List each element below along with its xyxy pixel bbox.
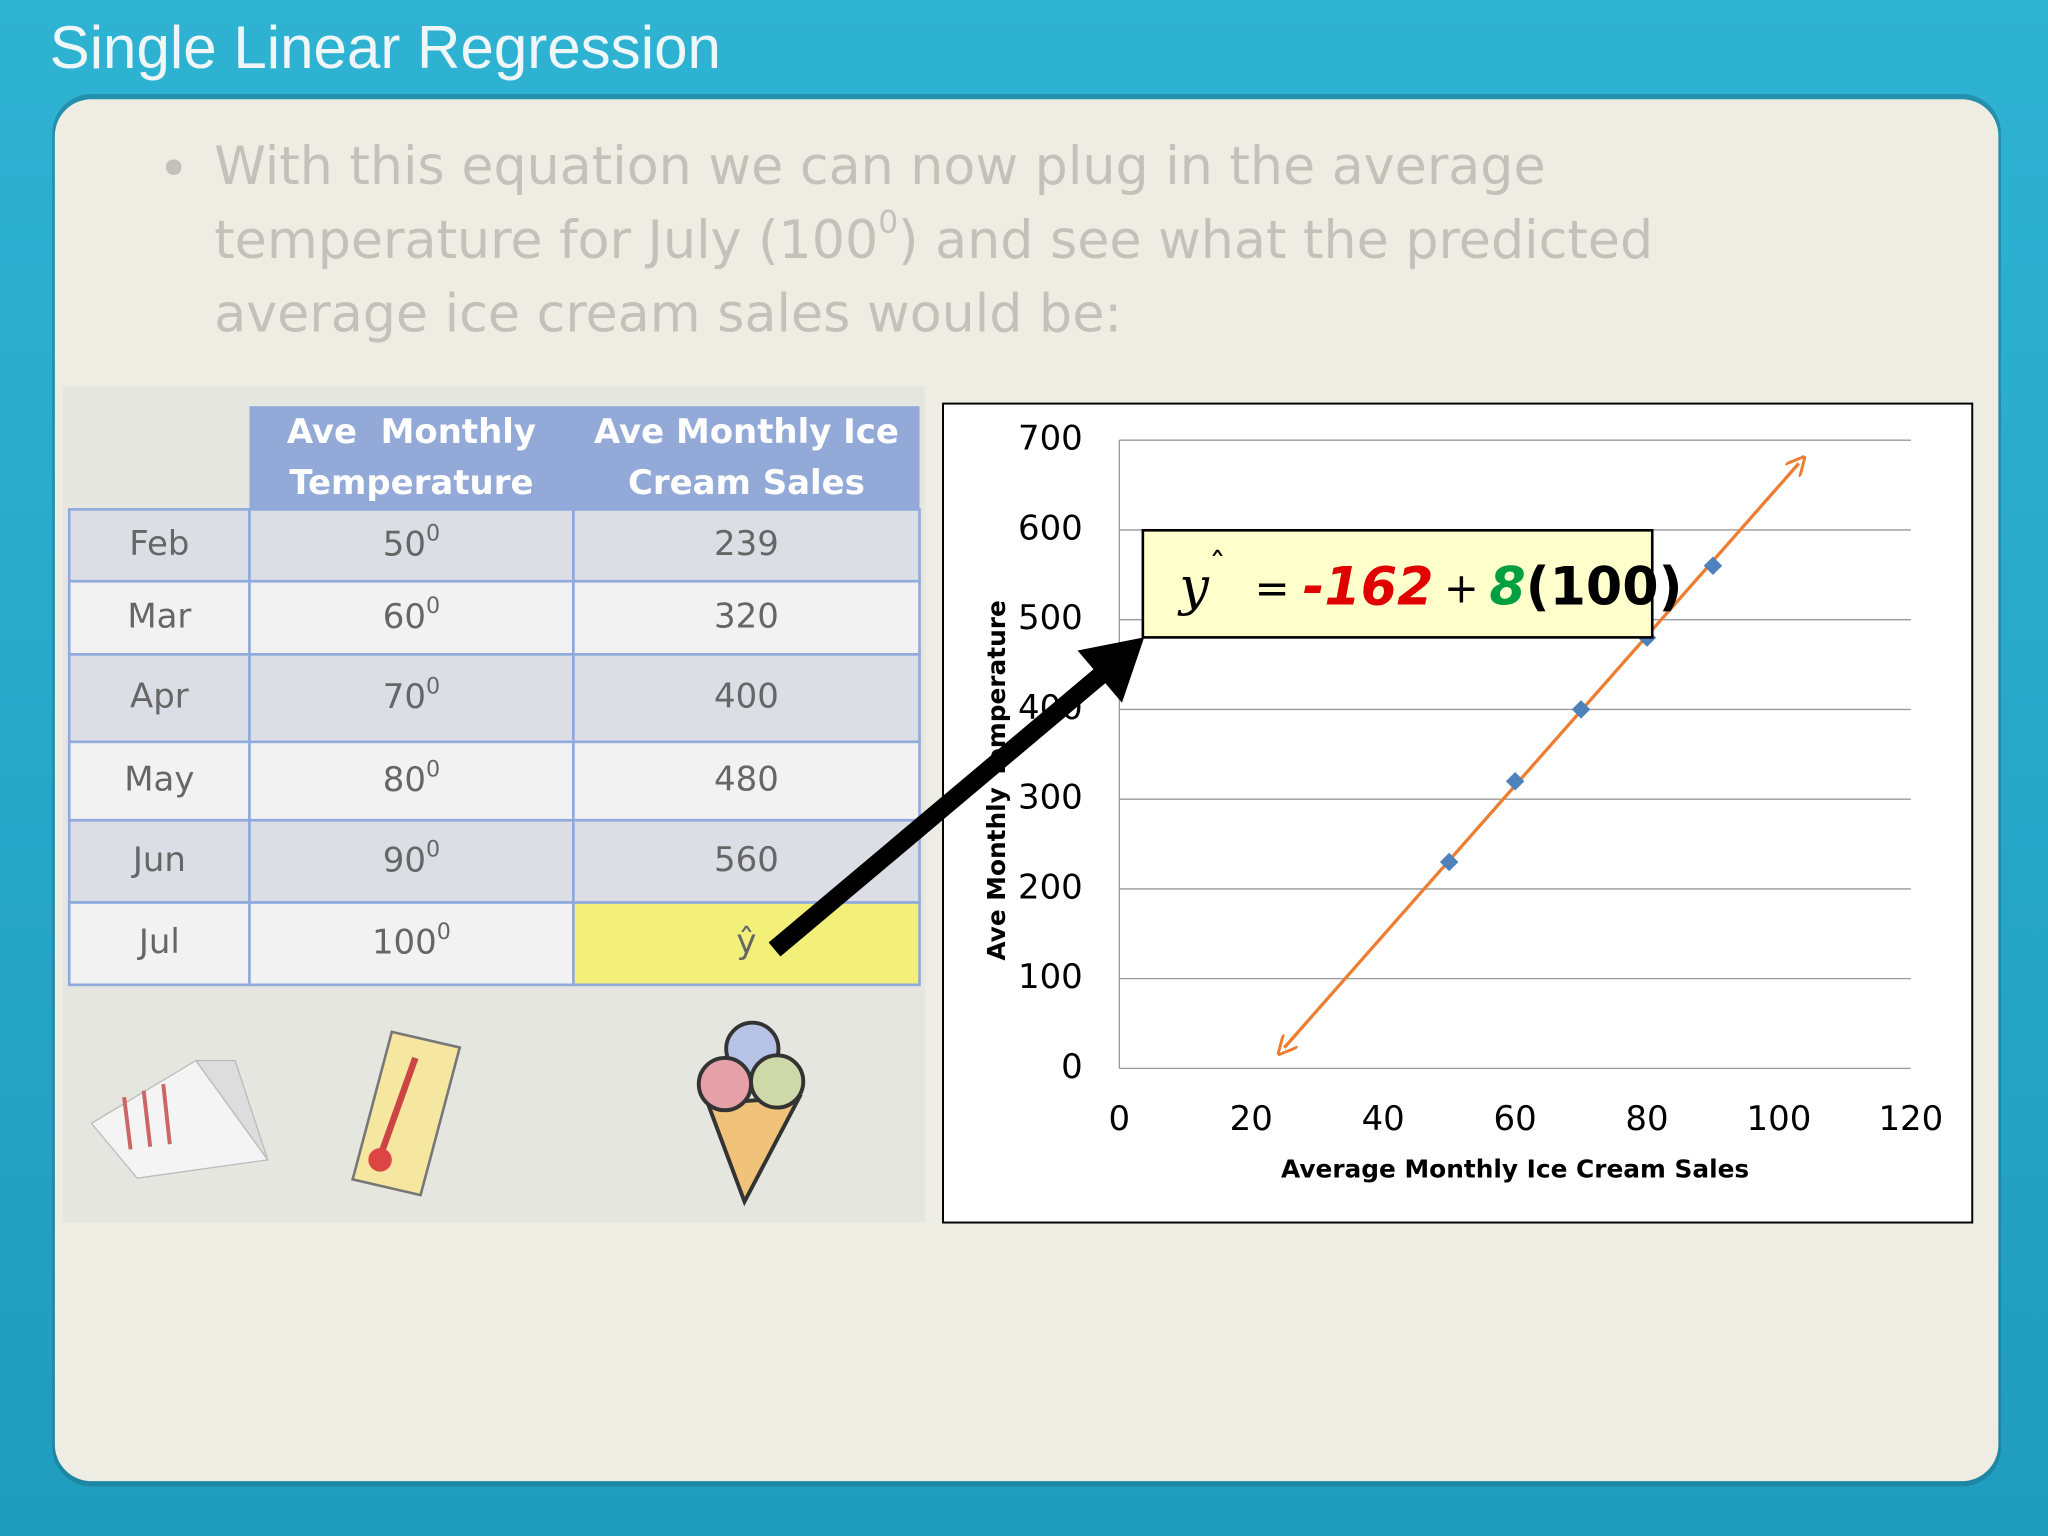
y-symbol: y — [1177, 557, 1210, 617]
point — [1505, 771, 1525, 791]
temperature: 800 — [383, 756, 440, 800]
month: Apr — [130, 677, 189, 717]
equation-frame — [1141, 528, 1654, 639]
y-tick-label: 200 — [1018, 867, 1083, 907]
cell — [67, 579, 251, 656]
point — [1703, 556, 1723, 576]
sales: 480 — [714, 760, 779, 800]
equals: = — [1255, 563, 1290, 612]
y-tick-label: 0 — [1061, 1047, 1083, 1087]
x-tick-label: 40 — [1362, 1099, 1405, 1139]
chart-frame — [942, 402, 1974, 1224]
temp-value: 60 — [383, 596, 426, 636]
month: Mar — [127, 596, 191, 636]
temperature: 600 — [383, 593, 440, 637]
month: Jun — [131, 840, 186, 880]
y-tick-label: 500 — [1018, 598, 1083, 638]
header-text: Ave Monthly — [287, 412, 536, 452]
bullet: With this equation we can now plug in th… — [165, 137, 1653, 344]
bullet-line: With this equation we can now plug in th… — [214, 137, 1545, 197]
intercept: -162 — [1303, 557, 1434, 617]
cell — [67, 508, 251, 583]
y-tick-label: 100 — [1018, 957, 1083, 997]
temp-value: 80 — [383, 760, 426, 800]
text: temperature for July (100 — [214, 211, 878, 271]
cell — [67, 653, 251, 744]
header-text: Temperature — [289, 463, 533, 503]
cell — [572, 901, 921, 987]
y-tick-label: 700 — [1018, 419, 1083, 459]
temperature: 900 — [383, 836, 440, 880]
y-tick-label: 600 — [1018, 508, 1083, 548]
plus: + — [1444, 563, 1479, 612]
cell — [67, 740, 251, 822]
title: Single Linear Regression — [50, 14, 721, 81]
sales: 239 — [714, 524, 779, 564]
month: Jul — [137, 922, 180, 962]
x-tick-label: 0 — [1109, 1099, 1131, 1139]
temp-value: 100 — [372, 922, 437, 962]
temperature: 700 — [383, 673, 440, 717]
equation-box: yˆ = -162 +8(100) — [1141, 528, 1682, 639]
temperature: 500 — [383, 520, 440, 564]
temp-degree: 0 — [437, 918, 451, 944]
sales: 320 — [714, 596, 779, 636]
temp-degree: 0 — [426, 520, 440, 546]
point — [1439, 852, 1459, 872]
temperature: 1000 — [372, 918, 451, 962]
x-tick-label: 20 — [1230, 1099, 1273, 1139]
text: ) and see what the predicted — [898, 211, 1653, 271]
x-tick-label: 80 — [1625, 1099, 1668, 1139]
header-text: Cream Sales — [628, 463, 865, 503]
bullet-dot — [165, 159, 182, 176]
point — [1571, 700, 1591, 719]
x-axis-label: Average Monthly Ice Cream Sales — [1281, 1154, 1749, 1183]
sales: 560 — [714, 840, 779, 880]
cell — [572, 579, 921, 656]
x-tick-label: 120 — [1878, 1099, 1943, 1139]
icecream-icon — [696, 1020, 806, 1207]
header-text: Ave Monthly Ice — [594, 412, 899, 452]
slope: 8 — [1489, 557, 1525, 617]
header-cell — [249, 406, 920, 510]
pointer-arrow — [768, 637, 1145, 957]
equation: yˆ = -162 +8(100) — [1177, 545, 1682, 617]
sales: 400 — [714, 677, 779, 717]
table: Ave Monthly Temperature Ave Monthly Ice Cre… — [67, 406, 921, 987]
cell — [572, 508, 921, 583]
temp-degree: 0 — [426, 673, 440, 699]
superscript: 0 — [878, 204, 898, 240]
month: Feb — [129, 524, 189, 564]
bullet-line: temperature for July (1000) and see what… — [214, 204, 1653, 271]
y-tick-label: 300 — [1018, 778, 1083, 818]
x-value: (100) — [1526, 557, 1683, 617]
temp-degree: 0 — [426, 756, 440, 782]
sales: ŷ — [736, 922, 756, 962]
temp-degree: 0 — [426, 836, 440, 862]
x-tick-label: 100 — [1747, 1099, 1812, 1139]
temp-value: 50 — [383, 524, 426, 564]
calendar-icon — [90, 1059, 269, 1179]
cell — [248, 901, 575, 987]
cell — [572, 653, 921, 744]
temp-degree: 0 — [426, 593, 440, 619]
temp-value: 70 — [383, 677, 426, 717]
thermometer-icon — [351, 1030, 462, 1197]
bullet-line: average ice cream sales would be: — [214, 284, 1122, 344]
month: May — [124, 760, 194, 800]
x-tick-label: 60 — [1494, 1099, 1537, 1139]
temp-value: 90 — [383, 840, 426, 880]
cell — [248, 579, 575, 656]
hat: ˆ — [1209, 545, 1226, 585]
